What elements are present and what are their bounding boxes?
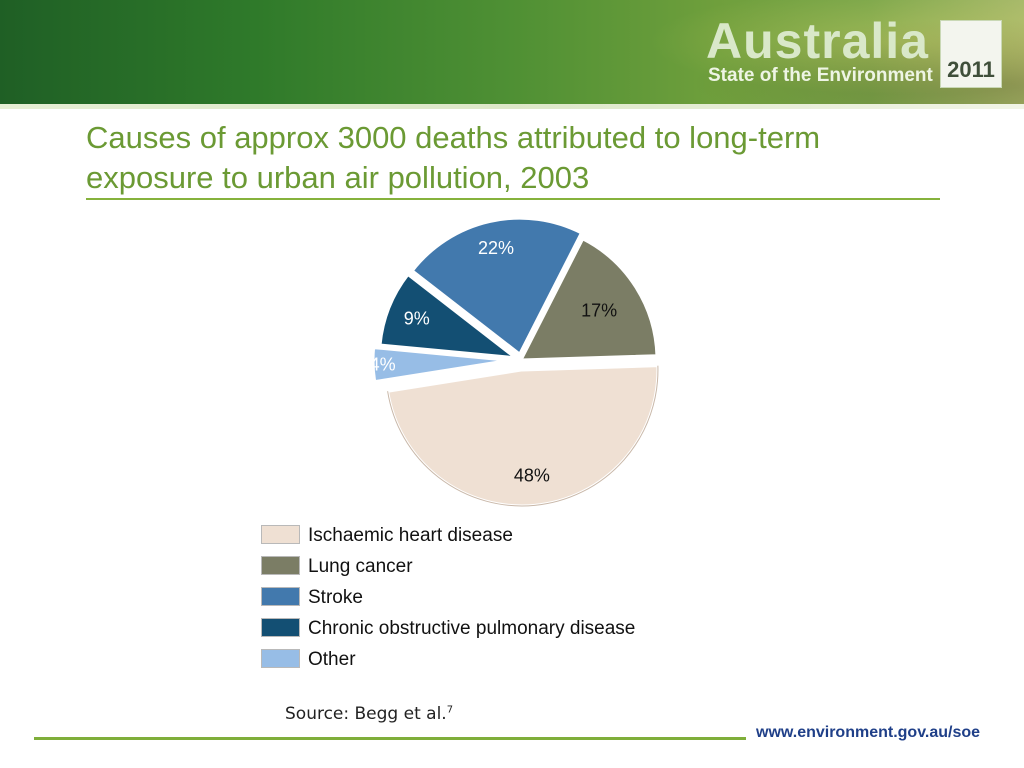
pie-slice-chronic-obstructive-pulmonary-disease: [378, 272, 521, 360]
legend-label: Stroke: [308, 587, 363, 608]
legend-label: Ischaemic heart disease: [308, 525, 513, 546]
legend-label: Other: [308, 649, 356, 670]
pie-data-label: 48%: [514, 466, 550, 486]
source-text: Source: Begg et al.: [285, 704, 447, 724]
pie-slice-outline: [387, 365, 659, 507]
legend-label: Chronic obstructive pulmonary disease: [308, 618, 636, 639]
pie-data-label: 4%: [370, 354, 396, 374]
pie-slice-stroke: [410, 216, 584, 357]
brand-name: Australia: [706, 13, 929, 69]
source-reference: 7: [446, 704, 454, 716]
year-badge: 2011: [940, 20, 1002, 88]
header-banner: Australia State of the Environment 2011: [0, 0, 1024, 104]
banner-strip: [0, 104, 1024, 109]
pie-data-label: 22%: [478, 238, 514, 258]
legend-swatch: [261, 587, 300, 606]
pie-slice-lung-cancer: [518, 236, 659, 362]
pie-data-label: 9%: [404, 309, 430, 329]
brand-subtitle: State of the Environment: [708, 65, 933, 86]
pie-slice-other: [371, 345, 510, 384]
pie-data-label: 17%: [581, 300, 617, 320]
title-rule: [86, 198, 940, 200]
footer-rule: [34, 737, 746, 740]
source-citation: Source: Begg et al.7: [285, 704, 453, 724]
legend-swatch: [261, 525, 300, 544]
legend-swatch: [261, 556, 300, 575]
legend-label: Lung cancer: [308, 556, 413, 577]
footer-url[interactable]: www.environment.gov.au/soe: [756, 724, 981, 741]
year-label: 2011: [947, 57, 995, 82]
legend-swatch: [261, 618, 300, 637]
slide-title: Causes of approx 3000 deaths attributed …: [86, 120, 821, 195]
legend-swatch: [261, 649, 300, 668]
